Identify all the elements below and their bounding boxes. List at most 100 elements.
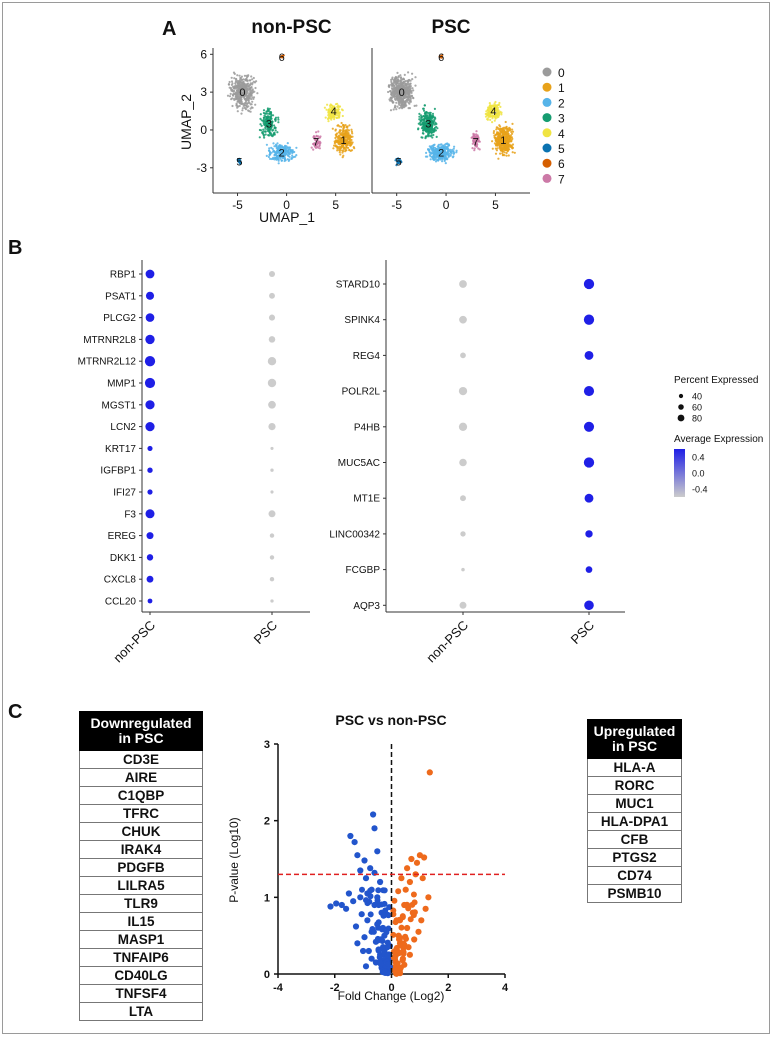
dot-RBP1-psc [268,270,276,278]
down-gene: TLR9 [79,894,203,913]
dot-KRT17-non-psc [147,445,153,451]
dot-MTRNR2L8-psc [268,336,276,343]
dotplot-gene-label-CXCL8: CXCL8 [104,575,137,586]
table-row: PSMB10 [587,884,682,903]
panel-label-c: C [8,701,22,723]
cluster-label-0: 0 [399,87,405,99]
volcano-point [347,832,354,840]
down-gene: AIRE [79,768,203,787]
umap-x-tick-label: 5 [492,198,499,212]
cluster-label-2: 2 [438,148,444,160]
dotplot-gene-label-IFI27: IFI27 [113,488,136,499]
up-gene: PTGS2 [587,848,682,867]
cluster-label-1: 1 [340,135,346,147]
volcano-point [358,911,365,918]
table-row: TNFSF4 [79,984,203,1003]
umap-legend-label-6: 6 [558,157,565,171]
down-gene: CD3E [79,750,203,769]
dotplot-gene-label-FCGBP: FCGBP [346,565,381,576]
legend-avgexp-tick-2: -0.4 [692,485,708,495]
umap-y-label: UMAP_2 [178,94,194,150]
dot-PSAT1-non-psc [145,291,155,300]
table-row: MUC1 [587,794,682,813]
up-gene: RORC [587,776,682,795]
legend-avgexp-tick-1: 0.0 [692,469,705,479]
volcano-point [425,894,432,901]
dot-KRT17-psc [270,446,274,450]
down-gene: TNFSF4 [79,984,203,1003]
dotplot-right: STARD10 SPINK4 REG4 POLR2L P4HB MUC5AC MT1E LIN… [329,260,625,665]
umap-x-tick-label: 5 [332,198,339,212]
upregulated-header: Upregulated in PSC [587,719,682,759]
volcano-point [351,839,358,846]
umap-y-tick-label: 6 [200,47,207,61]
table-row: PDGFB [79,858,203,877]
downregulated-table: Downregulated in PSC CD3E AIRE C1QBP TFRC CH… [79,711,203,1021]
dot-EREG-non-psc [146,532,154,540]
volcano-y-tick-label-0: 0 [264,969,270,981]
table-row: C1QBP [79,786,203,805]
volcano-point [360,947,367,955]
table-row: HLA-A [587,758,682,777]
dot-POLR2L-psc [583,386,595,397]
umap-panel-non-psc: 0 1 2 3 4 5 6 7 non-PSC -5 0 5 6 3 0 -3 [196,17,370,212]
dotplot-group-label-non-psc: non-PSC [423,618,471,666]
cluster-label-5: 5 [236,156,242,168]
dotplot-gene-label-MTRNR2L8: MTRNR2L8 [83,335,136,346]
up-gene: PSMB10 [587,884,682,903]
dot-MTRNR2L12-psc [267,357,277,366]
volcano-dense-cloud [359,886,418,977]
dotplot-gene-label-POLR2L: POLR2L [342,387,381,398]
umap-legend-label-0: 0 [558,66,565,80]
legend-avgexp-title: Average Expression [674,434,763,445]
umap-legend-swatch-3 [542,113,552,123]
cluster-label-0: 0 [239,87,245,99]
dot-IGFBP1-psc [270,468,274,472]
cluster-label-3: 3 [266,119,272,131]
umap-legend-label-5: 5 [558,142,565,156]
cluster-label-4: 4 [331,106,337,118]
dot-MGST1-non-psc [145,400,155,410]
volcano-point [402,886,409,893]
legend-percent-dot-40 [678,393,684,399]
volcano-x-tick-label--4: -4 [273,982,284,994]
volcano-point [371,825,378,832]
volcano-point [368,955,375,962]
umap-legend-swatch-4 [542,128,552,138]
dot-SPINK4-psc [583,314,595,325]
table-row: TLR9 [79,894,203,913]
dot-P4HB-psc [583,421,595,432]
legend-percent-value-40: 40 [692,392,702,402]
legend-percent-value-80: 80 [692,414,702,424]
volcano-point [343,905,350,912]
dotplot-gene-label-MGST1: MGST1 [102,400,137,411]
dot-IFI27-non-psc [147,489,153,495]
dot-FCGBP-non-psc [461,567,465,572]
volcano-point [404,924,411,932]
legend-avgexp-colorbar [674,449,685,497]
dotplot-gene-label-STARD10: STARD10 [336,280,381,291]
table-row: TNFAIP6 [79,948,203,967]
volcano-point [350,898,357,905]
volcano-point [345,890,352,897]
dotplot-gene-label-KRT17: KRT17 [105,444,136,455]
volcano-point [406,951,413,958]
downregulated-header: Downregulated in PSC [79,711,203,751]
table-row: CD3E [79,750,203,769]
table-row: IRAK4 [79,840,203,859]
dotplot-gene-label-AQP3: AQP3 [353,601,380,612]
volcano-point [327,903,334,910]
volcano-point [408,855,415,863]
volcano-point [352,923,360,930]
dot-REG4-non-psc [460,352,466,359]
dot-MT1E-non-psc [460,495,466,502]
down-gene: LILRA5 [79,876,203,895]
cluster-label-7: 7 [313,136,319,148]
dotplot-gene-label-MT1E: MT1E [353,494,380,505]
table-row: PTGS2 [587,848,682,867]
umap-point-cloud [226,54,356,165]
down-gene: PDGFB [79,858,203,877]
table-row: AIRE [79,768,203,787]
volcano-point [426,769,433,776]
